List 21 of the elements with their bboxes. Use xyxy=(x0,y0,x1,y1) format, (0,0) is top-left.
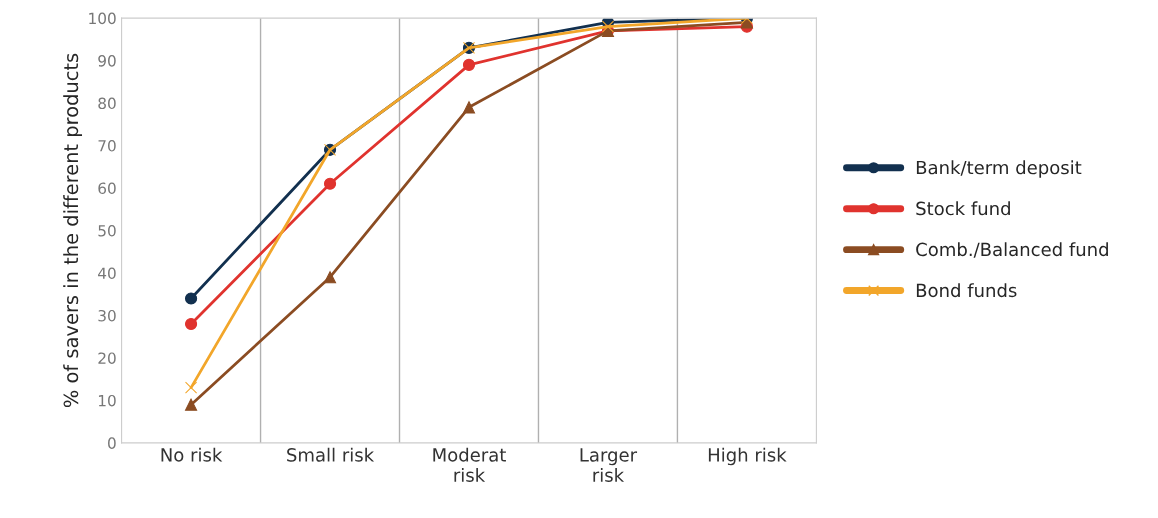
y-tick-label: 80 xyxy=(98,97,116,110)
y-tick-label: 60 xyxy=(98,182,116,195)
y-tick-label: 0 xyxy=(108,437,116,449)
x-tick-label: High risk xyxy=(708,447,787,466)
y-tick-label: 40 xyxy=(98,267,116,280)
y-tick-label: 70 xyxy=(98,140,116,152)
legend-label: Bank/term deposit xyxy=(916,160,1082,178)
x-tick-label: Moderat risk xyxy=(433,447,506,482)
y-tick-label: 30 xyxy=(98,309,116,322)
y-tick-label: 100 xyxy=(89,12,116,25)
y-axis-title: % of savers in the different products xyxy=(63,53,83,408)
y-tick-label: 10 xyxy=(98,394,116,407)
y-tick-label: 90 xyxy=(98,55,116,67)
y-tick-label: 50 xyxy=(98,224,116,237)
x-tick-label: No risk xyxy=(161,447,223,462)
legend-label: Stock fund xyxy=(916,201,1010,216)
x-tick-label: Larger risk xyxy=(580,448,638,482)
x-tick-label: Small risk xyxy=(287,447,375,462)
y-tick-label: 20 xyxy=(98,352,116,364)
legend-label: Bond funds xyxy=(916,283,1017,298)
legend-label: Comb./Balanced fund xyxy=(916,242,1108,258)
